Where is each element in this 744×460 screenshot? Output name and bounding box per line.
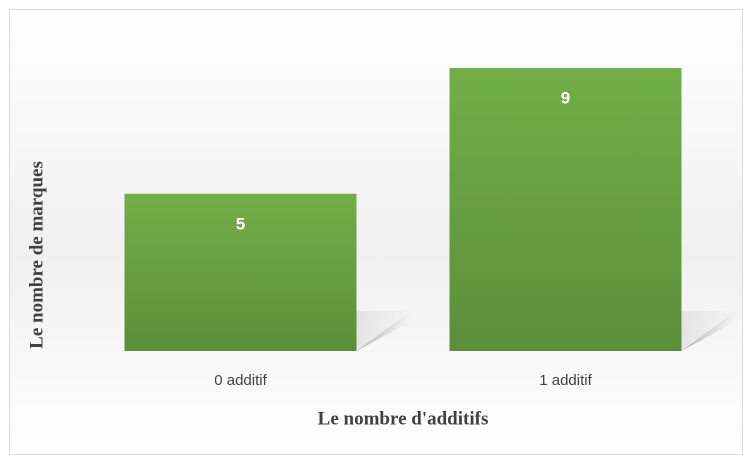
data-label: 5 <box>236 214 245 233</box>
bar <box>124 193 357 351</box>
x-tick-label: 1 additif <box>539 372 592 389</box>
bar <box>449 68 682 351</box>
data-label: 9 <box>561 88 570 107</box>
x-axis-title: Le nombre d'additifs <box>318 408 489 429</box>
y-axis-title: Le nombre de marques <box>26 161 47 349</box>
x-tick-label: 0 additif <box>214 372 267 389</box>
